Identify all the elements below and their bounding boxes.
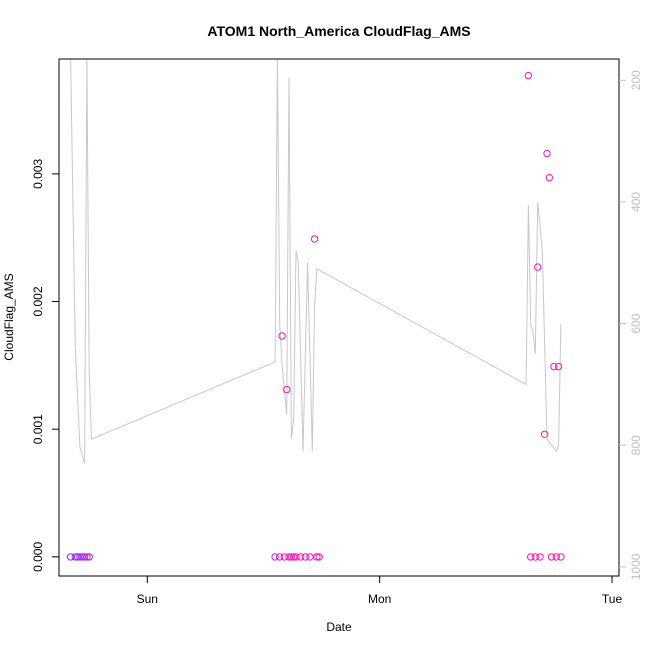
data-point (534, 263, 542, 271)
data-point (301, 553, 309, 561)
data-point (73, 553, 82, 561)
data-point (550, 362, 558, 371)
y-axis: 0.000 0.001 0.002 0.003 (31, 159, 59, 572)
data-point (531, 553, 539, 561)
data-point (66, 553, 75, 561)
y2-tick-label: 800 (629, 435, 643, 455)
data-point (285, 553, 293, 561)
data-point (554, 362, 563, 371)
data-point (80, 553, 89, 561)
data-point (552, 553, 560, 561)
y2-tick-label: 400 (629, 192, 643, 212)
x-axis-label: Date (326, 620, 352, 634)
data-point (290, 553, 298, 561)
y-tick-label: 0.000 (31, 542, 45, 572)
y-axis-label: CloudFlag_AMS (2, 273, 16, 360)
y2-tick-label: 600 (629, 313, 643, 333)
data-point (297, 553, 305, 561)
data-point (278, 332, 286, 340)
data-point (545, 174, 553, 182)
data-point (313, 553, 321, 561)
y2-axis: 200 400 600 800 1000 (619, 70, 643, 580)
data-point (557, 553, 565, 561)
data-point (292, 553, 300, 561)
data-point (83, 553, 91, 561)
y-tick-label: 0.003 (31, 159, 45, 189)
data-point (283, 385, 291, 394)
x-tick-label: Tue (602, 592, 623, 606)
y2-tick-label: 200 (629, 70, 643, 90)
y-tick-label: 0.002 (31, 286, 45, 316)
data-point (524, 71, 533, 80)
data-point (276, 553, 284, 561)
data-point (310, 235, 319, 243)
series-line (70, 58, 562, 464)
data-point (536, 553, 544, 561)
data-point (547, 553, 556, 561)
data-point (85, 553, 93, 561)
y-tick-label: 0.001 (31, 414, 45, 444)
data-point (543, 149, 551, 158)
plot-frame (58, 58, 620, 577)
data-point (315, 553, 323, 561)
data-point (527, 553, 535, 561)
series-points-group (66, 71, 565, 561)
data-point (76, 553, 84, 561)
data-point (287, 553, 296, 561)
data-point (271, 553, 279, 561)
x-tick-label: Sun (137, 592, 158, 606)
series-line-group (70, 58, 562, 464)
data-point (78, 553, 86, 561)
x-axis: Sun Mon Tue (137, 576, 623, 606)
data-point (280, 553, 289, 561)
x-tick-label: Mon (368, 592, 391, 606)
y2-tick-label: 1000 (629, 553, 643, 580)
data-point (540, 430, 549, 438)
data-point (306, 553, 314, 561)
chart-title: ATOM1 North_America CloudFlag_AMS (207, 23, 470, 39)
